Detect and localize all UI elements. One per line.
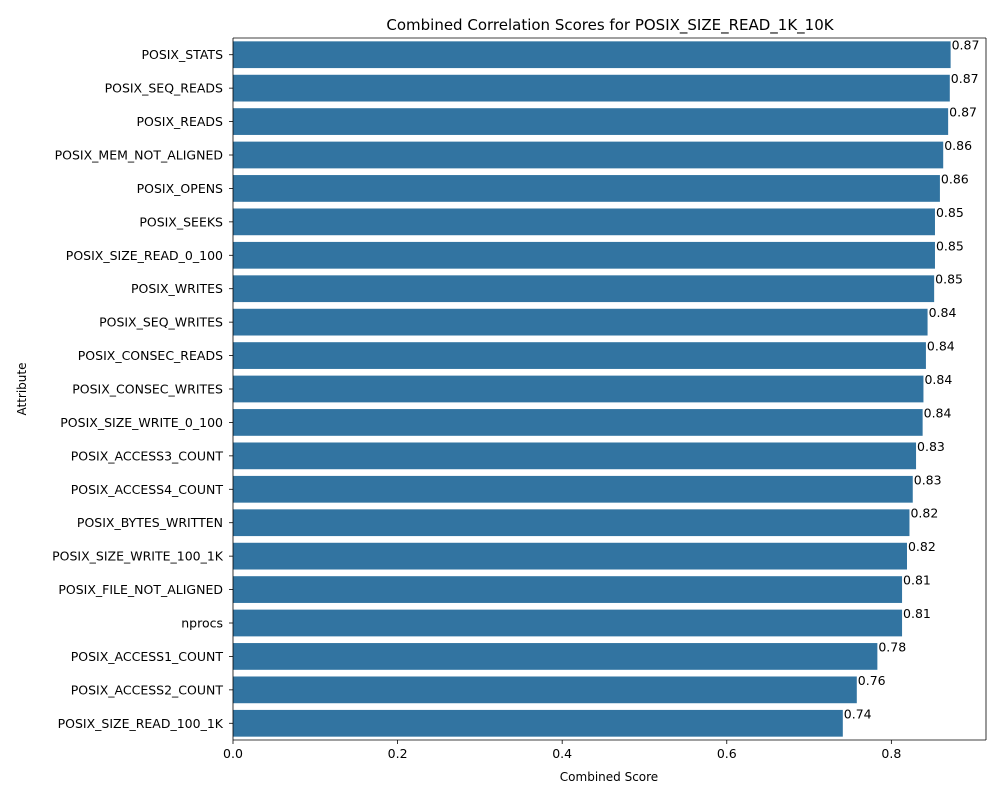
bar [233, 275, 935, 303]
y-tick-label: POSIX_SEQ_READS [105, 81, 223, 96]
bar-value-label: 0.86 [941, 171, 969, 186]
bar-value-label: 0.87 [949, 105, 977, 120]
y-tick-label: POSIX_WRITES [131, 281, 223, 296]
bar [233, 475, 913, 503]
y-tick-label: POSIX_ACCESS2_COUNT [71, 682, 224, 697]
bar [233, 41, 951, 69]
y-tick-label: POSIX_SIZE_READ_100_1K [58, 716, 224, 731]
bar-value-label: 0.82 [910, 506, 938, 521]
bar-value-label: 0.76 [858, 673, 886, 688]
bar-value-label: 0.85 [935, 272, 963, 287]
bar [233, 509, 910, 537]
bar [233, 576, 903, 603]
bar-value-label: 0.83 [914, 472, 942, 487]
y-tick-label: nprocs [181, 616, 223, 631]
x-axis-ticks: 0.0 0.2 0.4 0.6 0.8 [223, 740, 901, 761]
bar [233, 175, 940, 202]
bar-value-label: 0.85 [936, 205, 964, 220]
bar-value-label: 0.84 [924, 405, 952, 420]
y-tick-label: POSIX_SEEKS [139, 214, 223, 229]
y-tick-label: POSIX_OPENS [137, 181, 223, 196]
x-tick-label: 0.2 [388, 746, 408, 761]
bars-group [233, 41, 951, 737]
chart-title: Combined Correlation Scores for POSIX_SI… [386, 16, 834, 35]
bar [233, 208, 935, 236]
bar-value-label: 0.83 [917, 439, 945, 454]
bar [233, 542, 907, 570]
y-tick-label: POSIX_CONSEC_READS [78, 348, 223, 363]
bar [233, 709, 843, 737]
bar-value-label: 0.74 [844, 706, 872, 721]
bar-value-label: 0.84 [927, 339, 955, 354]
bar-value-label: 0.82 [908, 539, 936, 554]
bar-value-label: 0.81 [903, 606, 931, 621]
y-tick-label: POSIX_READS [136, 114, 223, 129]
bar [233, 375, 924, 403]
bar [233, 308, 928, 336]
bar-value-label: 0.84 [929, 305, 957, 320]
y-tick-label: POSIX_SIZE_WRITE_0_100 [60, 415, 223, 430]
bar [233, 74, 950, 102]
x-tick-label: 0.4 [552, 746, 572, 761]
x-tick-label: 0.0 [223, 746, 243, 761]
bar-value-label: 0.87 [952, 38, 980, 53]
bar [233, 108, 949, 135]
y-tick-label: POSIX_MEM_NOT_ALIGNED [55, 148, 223, 163]
y-tick-label: POSIX_ACCESS4_COUNT [71, 482, 224, 497]
bar [233, 609, 903, 637]
axes-spines [232, 37, 987, 741]
y-tick-label: POSIX_BYTES_WRITTEN [77, 515, 223, 530]
y-tick-label: POSIX_SEQ_WRITES [99, 315, 223, 330]
data-labels-group: 0.87 0.87 0.87 0.86 0.86 0.85 0.85 0.85 0.84 0.84… [844, 38, 980, 722]
bar-value-label: 0.85 [936, 238, 964, 253]
bar-value-label: 0.87 [951, 71, 979, 86]
bar [233, 676, 857, 704]
bar-value-label: 0.81 [903, 573, 931, 588]
y-tick-label: POSIX_ACCESS1_COUNT [71, 649, 224, 664]
y-tick-label: POSIX_CONSEC_WRITES [72, 382, 223, 397]
bar [233, 141, 944, 169]
y-tick-label: POSIX_SIZE_WRITE_100_1K [52, 549, 224, 564]
y-tick-label: POSIX_SIZE_READ_0_100 [66, 248, 223, 263]
bar-value-label: 0.78 [878, 639, 906, 654]
y-tick-label: POSIX_STATS [141, 47, 223, 62]
bar [233, 342, 926, 369]
y-tick-label: POSIX_ACCESS3_COUNT [71, 448, 224, 463]
y-axis-label: Attribute [15, 363, 29, 416]
y-tick-label: POSIX_FILE_NOT_ALIGNED [58, 582, 223, 597]
x-tick-label: 0.6 [717, 746, 737, 761]
y-axis-ticks: POSIX_STATS POSIX_SEQ_READS POSIX_READS POS… [52, 47, 233, 731]
x-tick-label: 0.8 [881, 746, 901, 761]
bar-value-label: 0.84 [924, 372, 952, 387]
bar [233, 643, 878, 670]
x-axis-label: Combined Score [560, 770, 658, 784]
bar [233, 442, 917, 470]
bar-value-label: 0.86 [944, 138, 972, 153]
bar [233, 409, 923, 436]
bar [233, 241, 935, 269]
